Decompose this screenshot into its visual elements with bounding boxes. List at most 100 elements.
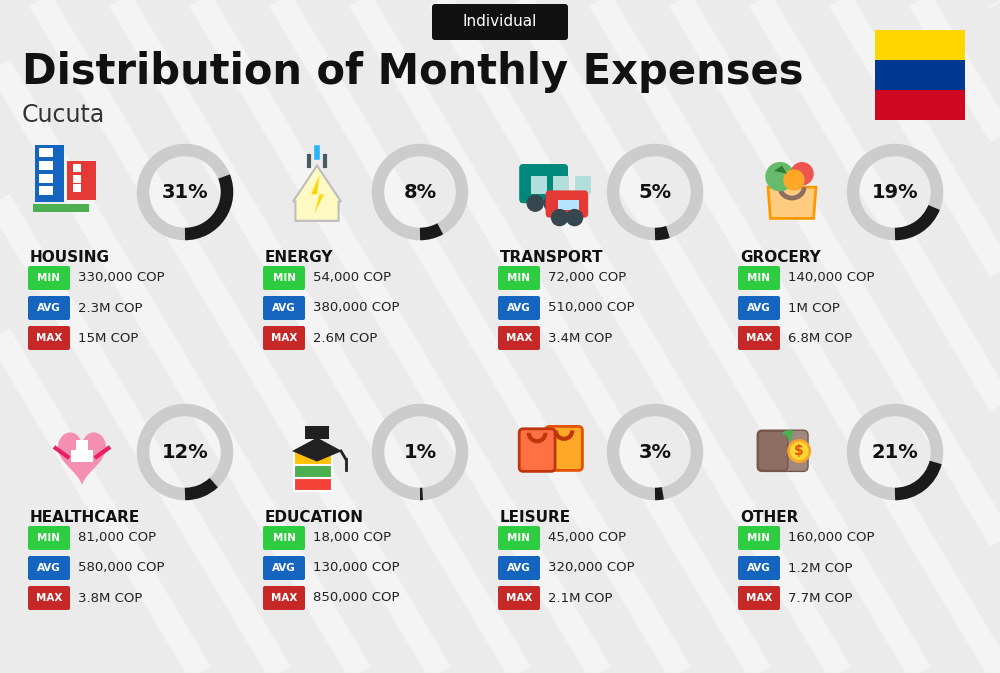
Text: MIN: MIN [508,273,530,283]
Polygon shape [292,437,342,462]
Text: 850,000 COP: 850,000 COP [313,592,400,604]
Text: $: $ [794,444,804,458]
FancyBboxPatch shape [263,266,305,290]
FancyBboxPatch shape [498,296,540,320]
FancyBboxPatch shape [519,429,555,471]
Polygon shape [311,175,324,213]
FancyBboxPatch shape [758,431,788,470]
Text: 18,000 COP: 18,000 COP [313,532,391,544]
Text: MAX: MAX [36,593,62,603]
FancyBboxPatch shape [546,427,582,470]
Text: AVG: AVG [37,303,61,313]
Circle shape [567,209,583,225]
FancyBboxPatch shape [263,326,305,350]
FancyBboxPatch shape [519,164,568,203]
Text: 1.2M COP: 1.2M COP [788,561,852,575]
FancyBboxPatch shape [875,30,965,60]
Polygon shape [293,166,341,221]
FancyBboxPatch shape [44,186,53,195]
FancyBboxPatch shape [44,161,53,170]
Text: MAX: MAX [506,333,532,343]
FancyBboxPatch shape [294,450,332,464]
Text: MIN: MIN [38,533,60,543]
FancyBboxPatch shape [39,174,48,182]
Text: 1M COP: 1M COP [788,302,840,314]
Text: TRANSPORT: TRANSPORT [500,250,604,265]
FancyBboxPatch shape [294,464,332,478]
Text: 15M COP: 15M COP [78,332,138,345]
Text: 45,000 COP: 45,000 COP [548,532,626,544]
Circle shape [789,441,810,462]
FancyBboxPatch shape [33,204,89,212]
Text: HEALTHCARE: HEALTHCARE [30,510,140,525]
Text: AVG: AVG [747,563,771,573]
Text: AVG: AVG [507,563,531,573]
FancyBboxPatch shape [294,477,332,491]
Text: HOUSING: HOUSING [30,250,110,265]
Text: Cucuta: Cucuta [22,103,105,127]
Text: MAX: MAX [36,333,62,343]
FancyBboxPatch shape [738,526,780,550]
Text: 510,000 COP: 510,000 COP [548,302,635,314]
Text: 5%: 5% [638,182,672,201]
FancyBboxPatch shape [35,145,64,203]
Text: 140,000 COP: 140,000 COP [788,271,874,285]
Text: 54,000 COP: 54,000 COP [313,271,391,285]
FancyBboxPatch shape [575,176,591,194]
FancyBboxPatch shape [71,450,93,462]
Text: MIN: MIN [272,273,296,283]
Text: 320,000 COP: 320,000 COP [548,561,635,575]
Text: 21%: 21% [872,443,918,462]
FancyBboxPatch shape [738,296,780,320]
FancyBboxPatch shape [531,176,547,194]
Text: GROCERY: GROCERY [740,250,821,265]
Text: 6.8M COP: 6.8M COP [788,332,852,345]
Text: 2.6M COP: 2.6M COP [313,332,377,345]
Text: LEISURE: LEISURE [500,510,571,525]
FancyBboxPatch shape [28,556,70,580]
FancyBboxPatch shape [553,176,569,194]
Text: MAX: MAX [506,593,532,603]
Text: OTHER: OTHER [740,510,798,525]
FancyBboxPatch shape [28,266,70,290]
Text: EDUCATION: EDUCATION [265,510,364,525]
Text: 12%: 12% [162,443,208,462]
Text: 160,000 COP: 160,000 COP [788,532,874,544]
FancyBboxPatch shape [738,556,780,580]
FancyBboxPatch shape [28,526,70,550]
FancyBboxPatch shape [76,440,88,462]
FancyBboxPatch shape [498,526,540,550]
FancyBboxPatch shape [757,430,808,471]
Text: 31%: 31% [162,182,208,201]
FancyBboxPatch shape [738,586,780,610]
FancyBboxPatch shape [263,586,305,610]
FancyBboxPatch shape [875,60,965,90]
Text: MAX: MAX [271,593,297,603]
Text: AVG: AVG [507,303,531,313]
FancyBboxPatch shape [28,296,70,320]
FancyBboxPatch shape [738,326,780,350]
FancyBboxPatch shape [44,174,53,182]
Circle shape [791,163,813,185]
Text: 330,000 COP: 330,000 COP [78,271,165,285]
Circle shape [552,209,568,225]
FancyBboxPatch shape [498,266,540,290]
Text: 580,000 COP: 580,000 COP [78,561,164,575]
FancyBboxPatch shape [498,556,540,580]
Text: AVG: AVG [272,563,296,573]
Text: 3.8M COP: 3.8M COP [78,592,142,604]
Polygon shape [774,166,787,174]
Text: 81,000 COP: 81,000 COP [78,532,156,544]
Text: Individual: Individual [463,15,537,30]
FancyBboxPatch shape [263,296,305,320]
FancyBboxPatch shape [73,184,81,192]
Text: 130,000 COP: 130,000 COP [313,561,400,575]
Text: ENERGY: ENERGY [265,250,334,265]
Polygon shape [58,433,106,486]
Text: MAX: MAX [271,333,297,343]
Text: 1%: 1% [403,443,437,462]
FancyBboxPatch shape [73,164,81,172]
Text: MIN: MIN [508,533,530,543]
FancyBboxPatch shape [263,556,305,580]
FancyBboxPatch shape [432,4,568,40]
